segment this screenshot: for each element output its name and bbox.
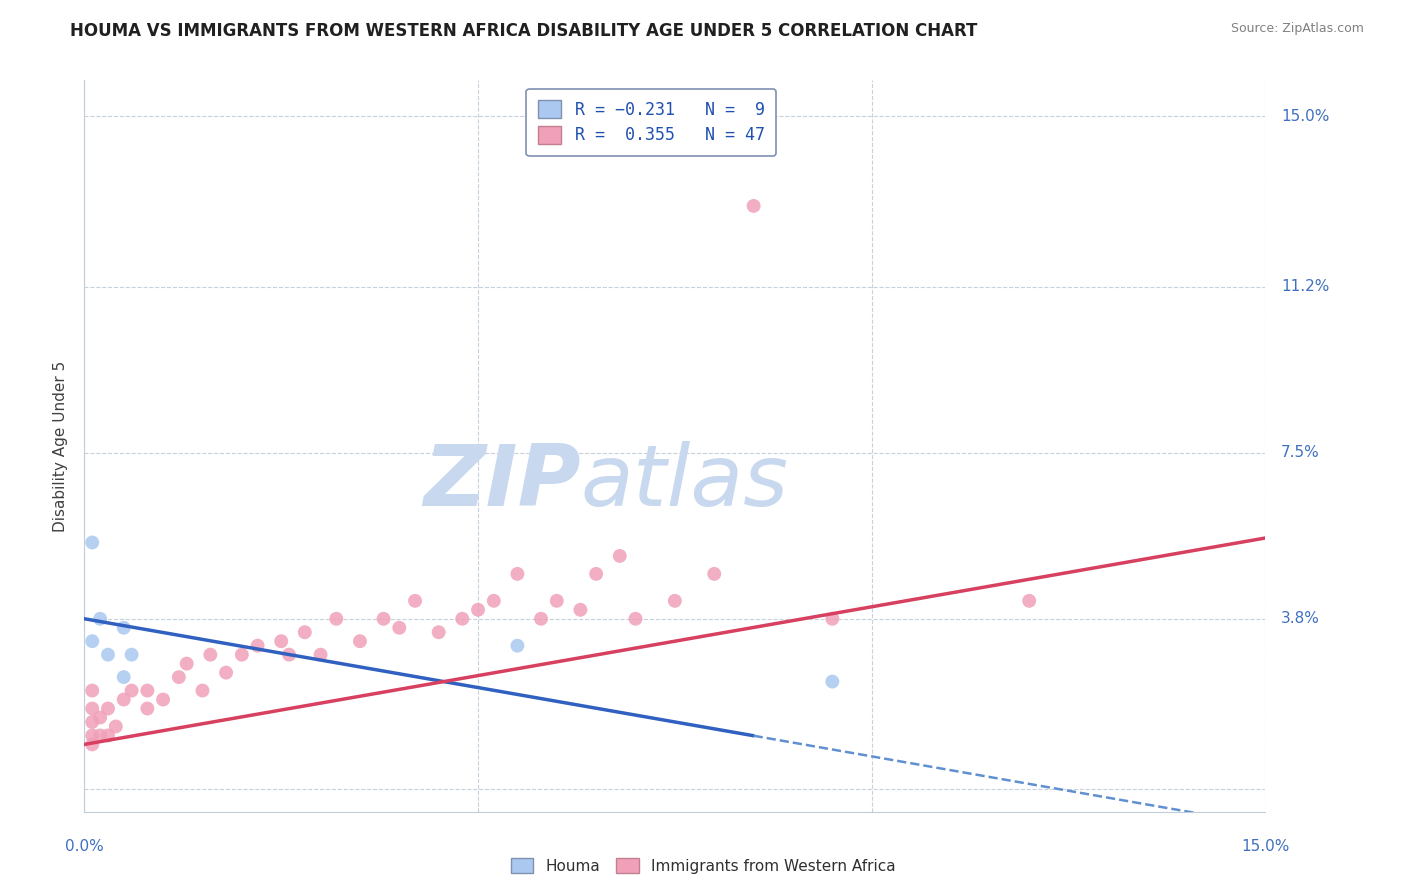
Point (121, 648, 143, 662)
Text: atlas: atlas (581, 441, 789, 524)
Point (467, 603, 489, 617)
Point (82, 535, 104, 549)
Point (82, 701, 104, 715)
Point (569, 603, 592, 617)
Point (270, 634, 292, 648)
Point (89, 728, 111, 742)
Point (664, 594, 686, 608)
Point (309, 648, 332, 662)
Point (482, 594, 505, 608)
Text: 3.8%: 3.8% (1281, 611, 1320, 626)
Text: 15.0%: 15.0% (1281, 109, 1330, 124)
Point (97, 648, 120, 662)
Point (89, 710, 111, 724)
Point (82, 738, 104, 752)
Point (82, 714, 104, 729)
Text: 7.5%: 7.5% (1281, 445, 1320, 460)
Text: Source: ZipAtlas.com: Source: ZipAtlas.com (1230, 22, 1364, 36)
Point (506, 566, 529, 581)
Legend: Houma, Immigrants from Western Africa: Houma, Immigrants from Western Africa (505, 852, 901, 880)
Point (349, 634, 371, 648)
Text: 11.2%: 11.2% (1281, 279, 1330, 294)
Legend: R = −0.231   N =  9, R =  0.355   N = 47: R = −0.231 N = 9, R = 0.355 N = 47 (526, 88, 776, 156)
Point (609, 549, 631, 563)
Text: 15.0%: 15.0% (1241, 838, 1289, 854)
Point (703, 566, 725, 581)
Point (82, 728, 104, 742)
Point (451, 612, 474, 626)
Point (112, 670, 135, 684)
Point (427, 625, 450, 640)
Point (373, 612, 395, 626)
Point (82, 683, 104, 698)
Point (215, 665, 238, 680)
Point (167, 670, 190, 684)
Y-axis label: Disability Age Under 5: Disability Age Under 5 (53, 360, 69, 532)
Point (97, 701, 120, 715)
Point (112, 692, 135, 706)
Point (742, 199, 765, 213)
Point (89, 612, 111, 626)
Point (191, 683, 214, 698)
Point (546, 594, 568, 608)
Point (200, 648, 222, 662)
Point (246, 639, 269, 653)
Point (136, 683, 159, 698)
Point (821, 674, 844, 689)
Point (121, 683, 143, 698)
Point (1018, 594, 1040, 608)
Point (231, 648, 253, 662)
Point (152, 692, 174, 706)
Point (278, 648, 301, 662)
Point (325, 612, 347, 626)
Point (176, 657, 198, 671)
Point (624, 612, 647, 626)
Point (104, 719, 127, 733)
Point (404, 594, 426, 608)
Point (585, 566, 607, 581)
Point (136, 701, 159, 715)
Point (294, 625, 316, 640)
Point (97, 728, 120, 742)
Text: HOUMA VS IMMIGRANTS FROM WESTERN AFRICA DISABILITY AGE UNDER 5 CORRELATION CHART: HOUMA VS IMMIGRANTS FROM WESTERN AFRICA … (70, 22, 977, 40)
Point (388, 621, 411, 635)
Text: ZIP: ZIP (423, 441, 581, 524)
Point (821, 612, 844, 626)
Point (112, 621, 135, 635)
Point (82, 634, 104, 648)
Point (506, 639, 529, 653)
Point (530, 612, 553, 626)
Text: 0.0%: 0.0% (65, 838, 104, 854)
